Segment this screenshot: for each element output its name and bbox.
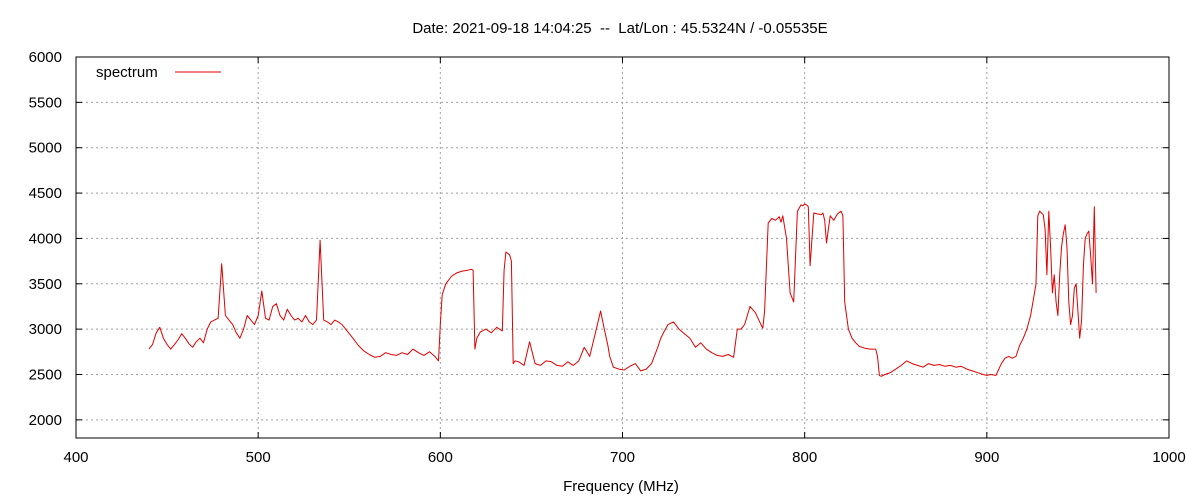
y-tick-label-3500: 3500	[29, 276, 62, 293]
grid-lines	[76, 57, 1169, 438]
x-tick-label-400: 400	[63, 449, 88, 466]
x-tick-label-500: 500	[246, 449, 271, 466]
x-tick-label-800: 800	[792, 449, 817, 466]
y-tick-label-6000: 6000	[29, 49, 62, 66]
y-tick-label-4000: 4000	[29, 230, 62, 247]
y-tick-label-5000: 5000	[29, 140, 62, 157]
legend: spectrum	[96, 64, 221, 81]
legend-label-spectrum: spectrum	[96, 64, 158, 81]
y-tick-labels: 2000 2500 3000 3500 4000 4500 5000 5500 6000	[29, 49, 62, 429]
y-tick-label-5500: 5500	[29, 94, 62, 111]
x-tick-label-900: 900	[974, 449, 999, 466]
x-tick-label-1000: 1000	[1152, 449, 1185, 466]
series-layer	[148, 203, 1097, 377]
x-axis-label: Frequency (MHz)	[563, 478, 679, 495]
y-tick-label-3000: 3000	[29, 321, 62, 338]
y-tick-label-2000: 2000	[29, 412, 62, 429]
chart-title: Date: 2021-09-18 14:04:25 -- Lat/Lon : 4…	[412, 20, 827, 37]
axis-ticks	[75, 56, 1170, 438]
y-tick-label-2500: 2500	[29, 367, 62, 384]
y-tick-label-4500: 4500	[29, 185, 62, 202]
x-tick-label-600: 600	[428, 449, 453, 466]
x-tick-labels: 400 500 600 700 800 900 1000	[63, 449, 1185, 466]
x-tick-label-700: 700	[610, 449, 635, 466]
series-line-spectrum	[148, 203, 1097, 377]
